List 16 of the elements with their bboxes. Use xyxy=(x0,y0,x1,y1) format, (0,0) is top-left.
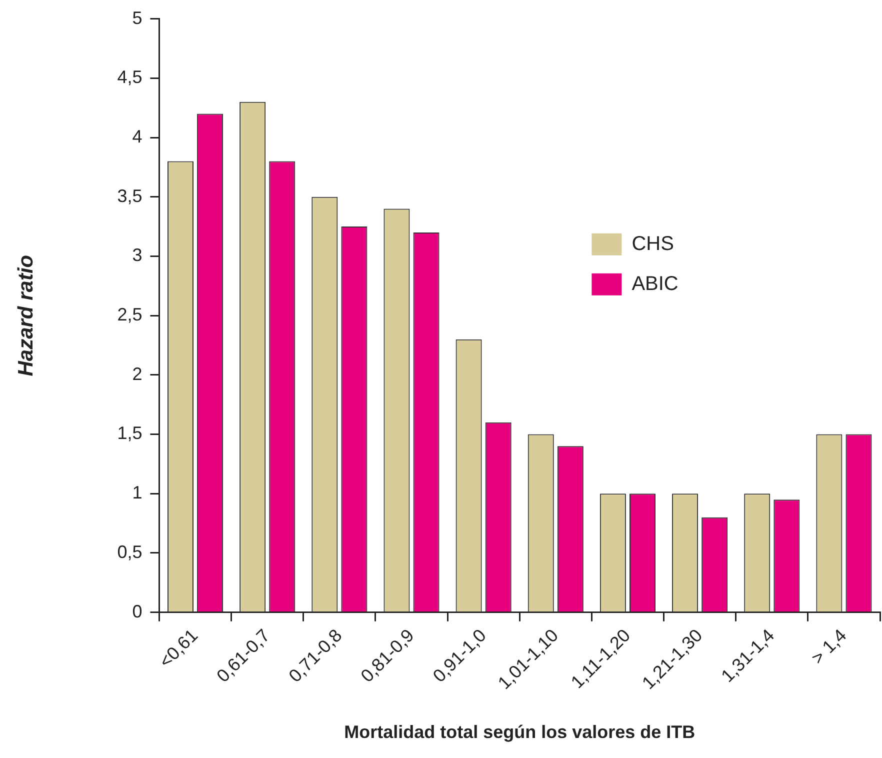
x-axis-title: Mortalidad total según los valores de ITB xyxy=(344,722,696,742)
y-tick-label: 4 xyxy=(132,126,142,146)
x-tick-label: > 1,4 xyxy=(807,625,850,668)
y-tick-label: 3,5 xyxy=(117,186,142,206)
y-tick-label: 2 xyxy=(132,364,142,384)
y-axis-title: Hazard ratio xyxy=(14,254,38,376)
y-tick-label: 5 xyxy=(132,8,142,28)
legend-label: CHS xyxy=(632,232,674,255)
y-tick-label: 4,5 xyxy=(117,67,142,88)
y-tick-label: 0,5 xyxy=(117,542,142,562)
y-tick-label: 3 xyxy=(132,245,142,266)
legend-label: ABIC xyxy=(632,272,678,295)
y-tick-label: 1,5 xyxy=(117,423,142,444)
y-tick-label: 0 xyxy=(132,601,142,622)
y-tick-label: 1 xyxy=(132,482,142,503)
y-tick-label: 2,5 xyxy=(117,304,142,325)
